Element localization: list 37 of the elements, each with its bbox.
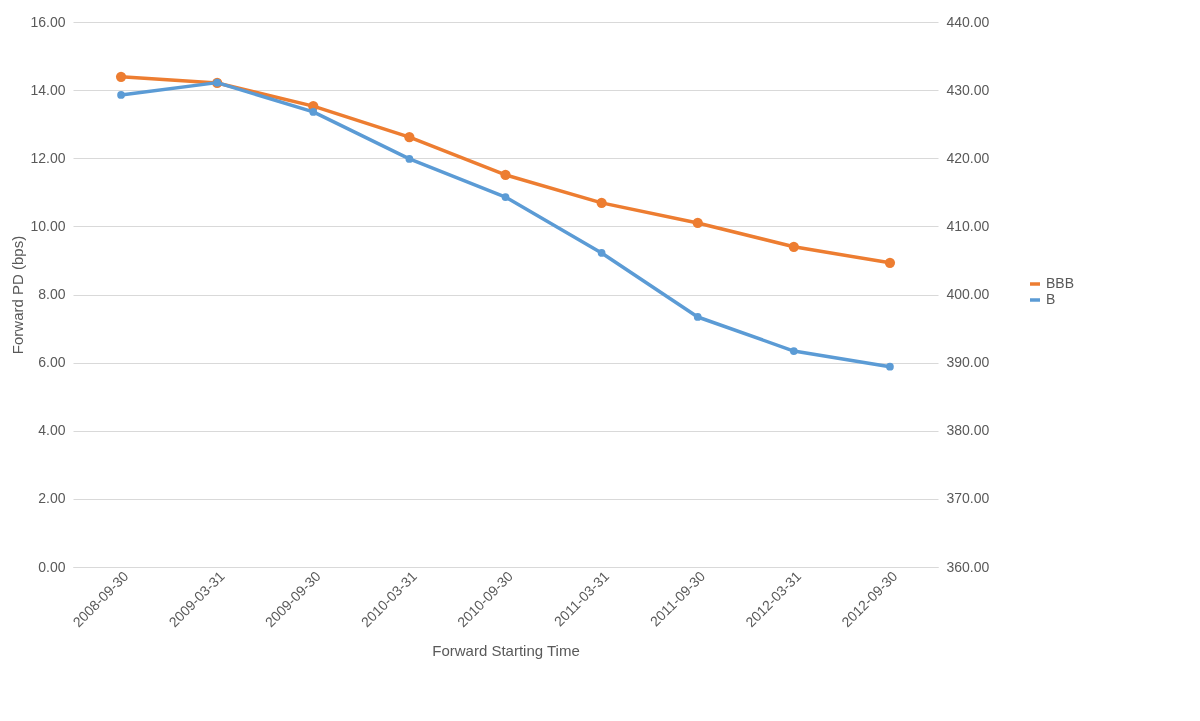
point [309,108,318,116]
y2-tick-label: 410.00 [946,217,990,234]
point [597,249,606,257]
legend-label: B [1046,291,1056,307]
point [117,91,125,99]
y2-tick-label: 420.00 [946,149,990,166]
y-axis-title: Forward PD (bps) [9,235,27,355]
y-tick-label: 8.00 [38,286,66,302]
point [789,347,798,355]
y-tick-label: 16.00 [30,13,66,30]
y-tick-label: 4.00 [38,422,66,439]
x-axis-title: Forward Starting Time [432,642,580,660]
point [886,362,894,371]
y2-tick-label: 390.00 [946,354,990,371]
point [405,155,414,163]
y-tick-label: 6.00 [38,354,66,371]
y2-tick-label: 380.00 [946,422,990,439]
y-tick-label: 10.00 [30,217,66,234]
y-tick-label: 14.00 [30,81,66,98]
point [501,193,510,201]
point [596,197,607,208]
y-tick-label: 0.00 [38,558,66,575]
y-tick-label: 2.00 [38,490,66,507]
point [692,217,703,229]
y2-tick-label: 430.00 [946,81,990,98]
point [884,257,896,268]
point [404,132,415,143]
point [788,241,799,252]
point [115,71,127,82]
legend-label: BBB [1046,275,1075,291]
point [500,169,511,181]
y2-tick-label: 400.00 [946,286,990,302]
point [693,313,702,321]
y2-tick-label: 440.00 [946,13,990,30]
y-tick-label: 12.00 [30,149,66,166]
y2-tick-label: 370.00 [946,490,990,507]
y2-tick-label: 360.00 [946,558,990,575]
